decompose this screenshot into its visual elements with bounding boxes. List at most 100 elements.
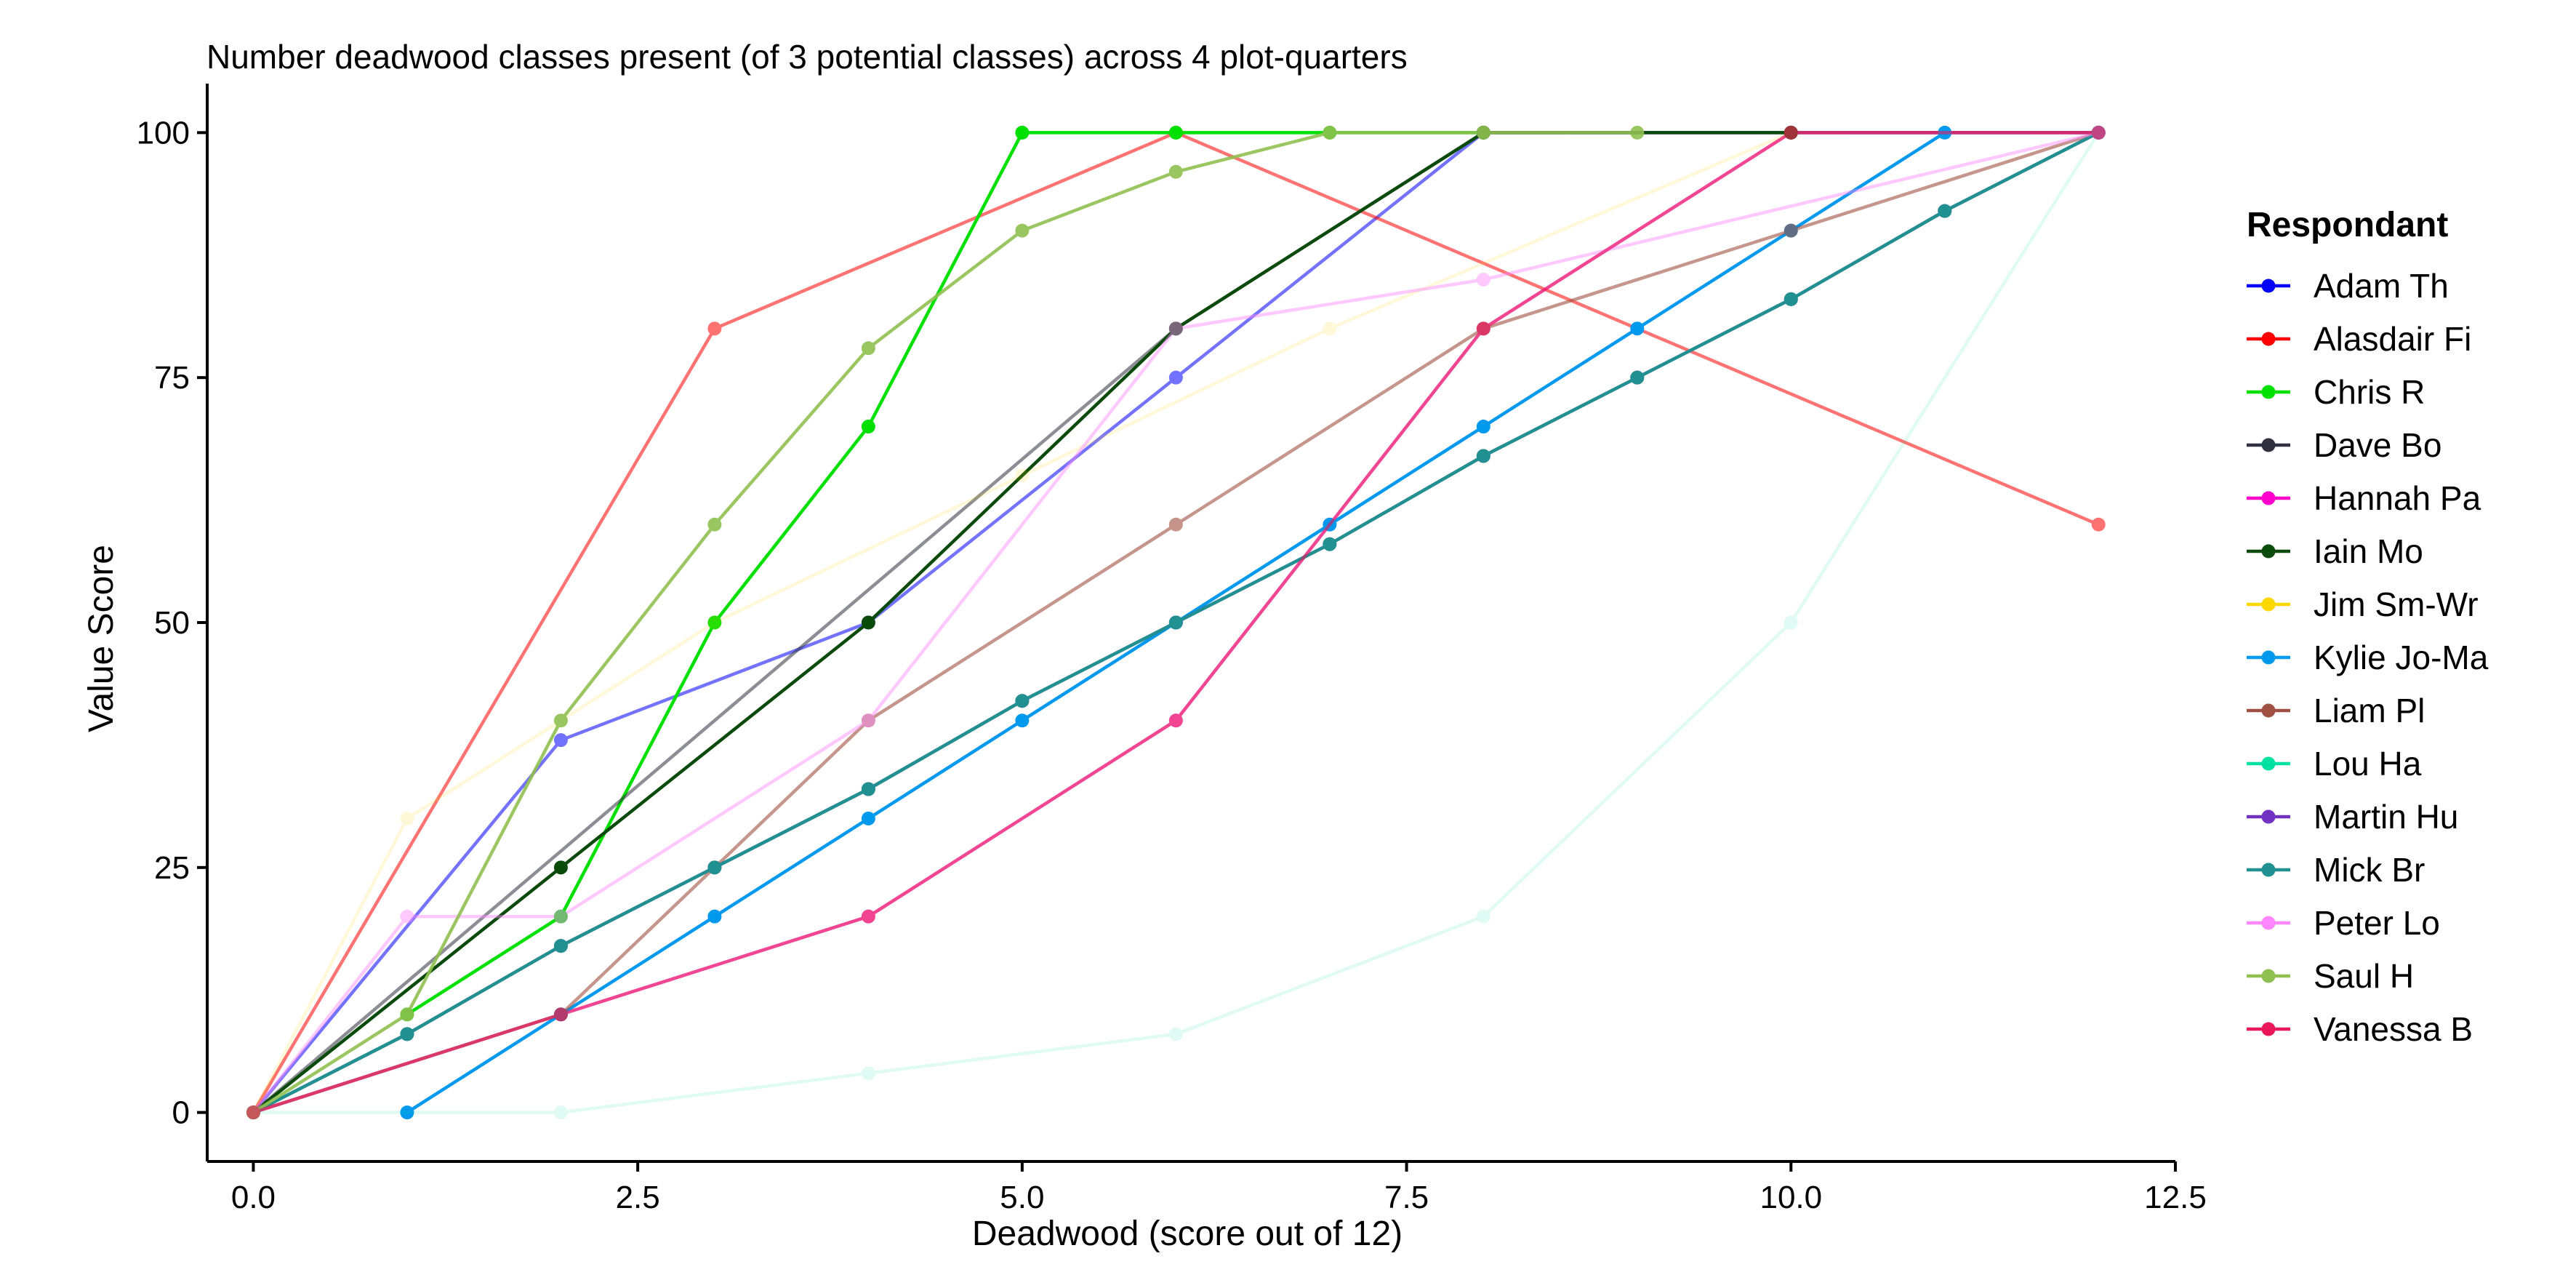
data-point-chris-r (553, 909, 568, 924)
data-point-mick-br (1630, 370, 1645, 385)
data-point-mick-br (1015, 694, 1030, 708)
legend-key-point (2261, 544, 2276, 559)
legend-item-hannah-pa: Hannah Pa (2247, 479, 2481, 517)
legend-key-point (2261, 969, 2276, 983)
legend-item-iain-mo: Iain Mo (2247, 532, 2423, 570)
data-point-peter-lo (1476, 272, 1490, 287)
data-point-saul-h (1476, 125, 1490, 140)
data-point-mick-br (400, 1027, 414, 1041)
data-point-jim-sm-wr (400, 811, 414, 825)
legend-item-liam-pl: Liam Pl (2247, 692, 2425, 729)
x-tick-label: 0.0 (231, 1180, 276, 1215)
x-tick-label: 7.5 (1384, 1180, 1429, 1215)
legend-item-peter-lo: Peter Lo (2247, 904, 2440, 942)
x-tick-label: 12.5 (2144, 1180, 2207, 1215)
series-line-saul-h (252, 131, 1637, 1114)
data-point-iain-mo (861, 615, 875, 630)
series-line-peter-lo (252, 131, 2099, 1113)
legend-label: Hannah Pa (2314, 479, 2481, 517)
y-axis-title: Value Score (82, 545, 121, 732)
legend-key-point (2261, 756, 2276, 771)
series-saul-h (246, 125, 1645, 1120)
legend-item-adam-th: Adam Th (2247, 267, 2449, 305)
y-tick-label: 50 (154, 605, 190, 641)
data-point-chris-r (1015, 125, 1030, 140)
series-line-lou-ha (253, 132, 2100, 1114)
chart-title: Number deadwood classes present (of 3 po… (206, 38, 1408, 76)
data-point-lou-ha (1168, 1027, 1183, 1041)
legend-key-point (2261, 279, 2276, 293)
data-point-saul-h (1015, 223, 1030, 238)
legend-item-martin-hu: Martin Hu (2247, 798, 2458, 836)
legend-label: Liam Pl (2314, 692, 2425, 729)
legend-key-point (2261, 809, 2276, 824)
data-point-vanessa-b (553, 1007, 568, 1022)
data-point-liam-pl (1783, 223, 1798, 238)
legend-key-point (2261, 491, 2276, 505)
legend-label: Saul H (2314, 957, 2414, 995)
data-point-alasdair-fi (707, 321, 722, 336)
data-point-saul-h (707, 517, 722, 532)
legend-item-chris-r: Chris R (2247, 373, 2425, 411)
data-point-mick-br (1168, 615, 1183, 630)
data-point-jim-sm-wr (1323, 321, 1337, 336)
series-line-chris-r (406, 131, 1484, 1016)
data-point-liam-pl (861, 713, 875, 728)
data-point-lou-ha (861, 1066, 875, 1081)
legend-label: Chris R (2314, 373, 2425, 411)
data-point-kylie-jo-ma (707, 909, 722, 924)
data-point-peter-lo (553, 909, 568, 924)
data-point-mick-br (1323, 537, 1337, 551)
data-point-saul-h (1168, 164, 1183, 179)
data-point-vanessa-b (1783, 125, 1798, 140)
y-tick-label: 75 (154, 360, 190, 396)
data-point-kylie-jo-ma (1630, 321, 1645, 336)
data-point-jim-sm-wr (707, 615, 722, 630)
legend-key-point (2261, 597, 2276, 612)
legend-item-alasdair-fi: Alasdair Fi (2247, 320, 2471, 358)
legend-label: Vanessa B (2314, 1010, 2473, 1048)
legend-key-point (2261, 650, 2276, 665)
data-point-mick-br (1476, 449, 1490, 463)
legend-label: Lou Ha (2314, 745, 2422, 783)
data-point-adam-th (553, 733, 568, 748)
data-point-saul-h (553, 713, 568, 728)
series-mick-br (246, 125, 2106, 1120)
x-axis-title: Deadwood (score out of 12) (972, 1215, 1403, 1253)
legend-label: Iain Mo (2314, 532, 2423, 570)
legend-item-mick-br: Mick Br (2247, 851, 2425, 889)
legend-item-kylie-jo-ma: Kylie Jo-Ma (2247, 639, 2489, 676)
legend-title: Respondant (2247, 206, 2448, 244)
data-point-kylie-jo-ma (400, 1105, 414, 1120)
legend-key-point (2261, 438, 2276, 452)
data-point-kylie-jo-ma (861, 811, 875, 825)
data-point-adam-th (1168, 370, 1183, 385)
x-tick-label: 2.5 (616, 1180, 660, 1215)
data-point-saul-h (400, 1007, 414, 1022)
legend-item-vanessa-b: Vanessa B (2247, 1010, 2473, 1048)
data-point-lou-ha (553, 1105, 568, 1120)
legend-key-point (2261, 332, 2276, 346)
series-vanessa-b (246, 125, 2106, 1120)
y-tick-label: 100 (137, 115, 190, 151)
data-point-chris-r (707, 615, 722, 630)
data-point-saul-h (1630, 125, 1645, 140)
series-layer (246, 125, 2106, 1120)
x-tick-label: 10.0 (1760, 1180, 1822, 1215)
data-point-chris-r (861, 420, 875, 434)
legend-item-dave-bo: Dave Bo (2247, 426, 2441, 464)
data-point-peter-lo (400, 909, 414, 924)
legend-item-saul-h: Saul H (2247, 957, 2414, 995)
y-tick-label: 25 (154, 850, 190, 886)
data-point-jim-sm-wr (1015, 468, 1030, 483)
data-point-lou-ha (1783, 615, 1798, 630)
legend-label: Alasdair Fi (2314, 320, 2471, 358)
legend-key-point (2261, 703, 2276, 718)
legend-key-point (2261, 863, 2276, 877)
data-point-saul-h (1323, 125, 1337, 140)
data-point-mick-br (553, 939, 568, 953)
legend-label: Peter Lo (2314, 904, 2440, 942)
legend-label: Adam Th (2314, 267, 2449, 305)
data-point-iain-mo (1168, 321, 1183, 336)
data-point-mick-br (707, 860, 722, 875)
